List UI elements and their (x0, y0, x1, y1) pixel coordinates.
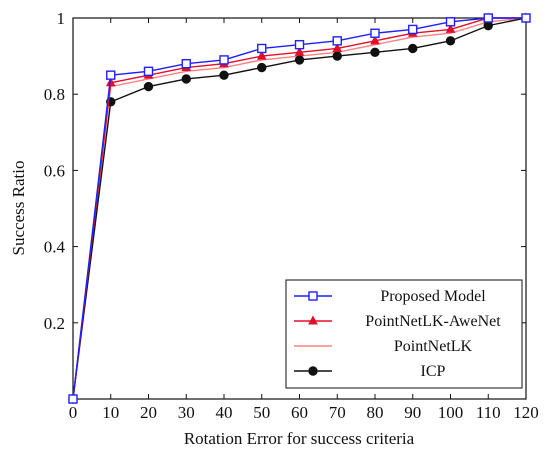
data-point (445, 17, 456, 27)
data-point (294, 55, 305, 65)
x-tick-label: 40 (216, 403, 233, 422)
data-point (445, 36, 456, 46)
data-point (181, 59, 191, 69)
x-tick-label: 70 (329, 403, 346, 422)
y-tick-label: 0.8 (44, 85, 65, 104)
data-point (332, 36, 342, 46)
data-point (370, 35, 380, 45)
axis-ticks: 0 10 20 30 40 50 60 70 80 90 100 110 120 0.2 0.4 0.6 0.8… (44, 9, 539, 422)
data-point (181, 74, 191, 84)
legend-label: Proposed Model (380, 288, 486, 305)
legend-marker-1 (308, 315, 318, 325)
legend-label: PointNetLK (394, 338, 473, 355)
legend: Proposed Model PointNetLK-AweNet PointNetL… (285, 279, 523, 389)
data-point (106, 70, 116, 80)
x-tick-label: 50 (253, 403, 270, 422)
x-tick-label: 0 (69, 403, 78, 422)
data-point (483, 13, 493, 23)
data-point (219, 55, 229, 65)
x-tick-label: 90 (404, 403, 421, 422)
legend-label: ICP (421, 363, 446, 380)
data-point (370, 47, 380, 57)
data-point (143, 66, 154, 77)
data-point (408, 43, 418, 54)
data-point (370, 28, 380, 38)
legend-marker-0 (308, 291, 318, 301)
data-point (257, 62, 267, 73)
x-tick-label: 110 (476, 403, 501, 422)
x-tick-label: 80 (367, 403, 384, 422)
x-tick-label: 20 (140, 403, 157, 422)
x-tick-label: 100 (438, 403, 464, 422)
legend-box (285, 279, 523, 389)
legend-label: PointNetLK-AweNet (365, 313, 501, 330)
data-point (219, 70, 229, 80)
y-tick-label: 1 (57, 9, 66, 28)
data-point (294, 46, 305, 56)
x-tick-label: 60 (291, 403, 308, 422)
y-tick-label: 0.4 (44, 238, 66, 257)
data-point (408, 24, 418, 35)
data-point (105, 77, 116, 87)
data-point (143, 81, 154, 92)
data-point (332, 42, 343, 52)
data-point (521, 13, 531, 23)
data-point (445, 23, 456, 33)
data-point (256, 50, 267, 60)
y-tick-label: 0.6 (44, 161, 65, 180)
y-tick-label: 0.2 (44, 314, 65, 333)
x-tick-label: 120 (513, 403, 539, 422)
y-axis-label: Success Ratio (9, 161, 28, 256)
x-tick-label: 10 (102, 403, 119, 422)
data-point (68, 394, 78, 404)
x-tick-label: 30 (178, 403, 195, 422)
data-point (332, 51, 342, 61)
x-axis-label: Rotation Error for success criteria (184, 429, 415, 448)
data-point (294, 39, 305, 50)
series-layer (68, 12, 531, 404)
legend-marker-3 (308, 366, 318, 376)
data-point (257, 43, 267, 54)
series-0 (68, 13, 531, 404)
